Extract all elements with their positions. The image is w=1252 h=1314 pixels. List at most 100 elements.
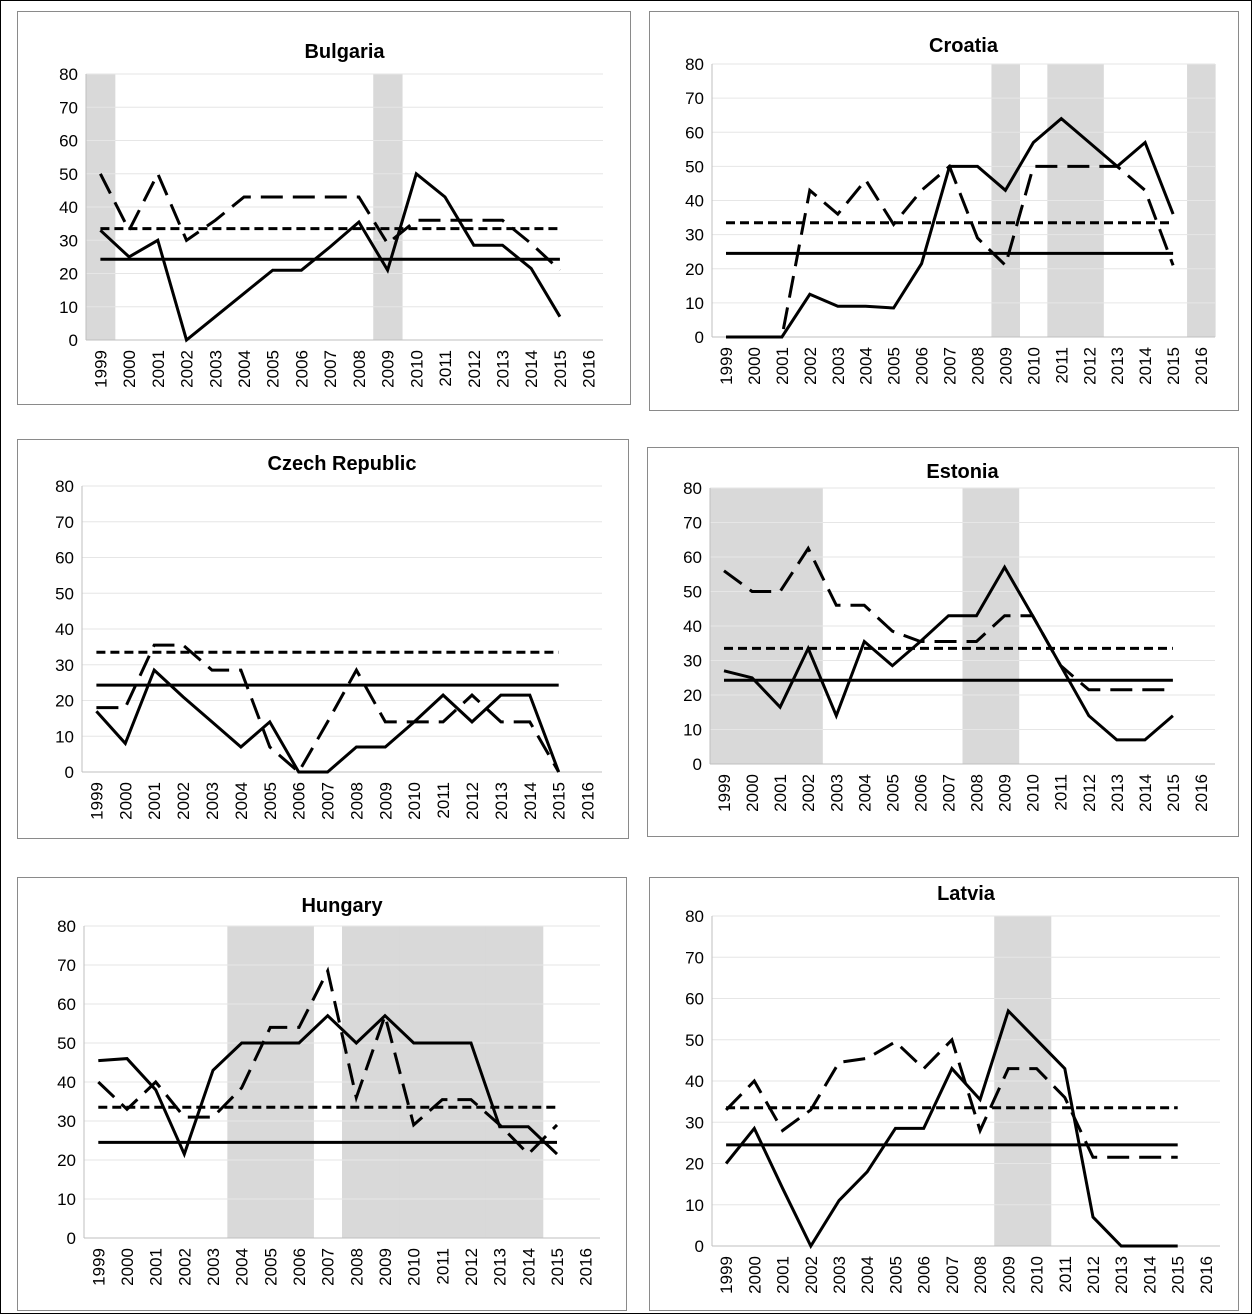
x-tick-label: 2012 — [462, 1248, 481, 1286]
x-tick-label: 2010 — [1028, 1256, 1047, 1294]
y-tick-label: 10 — [57, 1190, 76, 1209]
chart-title: Croatia — [929, 35, 999, 57]
chart-title: Estonia — [926, 461, 999, 483]
x-tick-label: 2009 — [996, 347, 1015, 385]
x-tick-label: 2011 — [434, 782, 453, 819]
y-tick-label: 20 — [683, 686, 702, 705]
y-tick-label: 10 — [59, 298, 78, 317]
x-tick-label: 2005 — [883, 774, 902, 812]
y-tick-label: 10 — [55, 727, 74, 746]
x-tick-label: 2016 — [580, 350, 599, 388]
chart-svg: 0 10 20 30 40 50 60 70 80 1999 2000 2001 2002 2003 200… — [685, 35, 1216, 385]
x-tick-label: 1999 — [717, 347, 736, 385]
x-tick-label: 2007 — [319, 782, 338, 820]
x-tick-label: 2008 — [968, 347, 987, 385]
x-tick-label: 2003 — [204, 1248, 223, 1286]
x-tick-label: 2000 — [743, 774, 762, 812]
x-tick-label: 2004 — [855, 774, 874, 812]
x-tick-label: 2002 — [801, 347, 820, 385]
y-tick-label: 20 — [59, 265, 78, 284]
x-tick-label: 2012 — [1080, 347, 1099, 385]
y-tick-label: 50 — [57, 1034, 76, 1053]
y-tick-label: 40 — [57, 1073, 76, 1092]
x-tick-label: 2015 — [548, 1248, 567, 1286]
x-tick-label: 2001 — [147, 1248, 166, 1286]
y-tick-label: 20 — [57, 1151, 76, 1170]
x-tick-label: 2002 — [174, 782, 193, 820]
x-tick-label: 2006 — [913, 347, 932, 385]
series-line-long-dash — [726, 163, 1175, 339]
y-tick-label: 80 — [683, 479, 702, 498]
x-tick-label: 2002 — [799, 774, 818, 812]
chart-title: Hungary — [301, 895, 383, 917]
x-tick-label: 2002 — [175, 1248, 194, 1286]
y-tick-label: 20 — [55, 692, 74, 711]
x-tick-label: 2013 — [493, 350, 512, 388]
series-line-long-dash — [99, 170, 561, 272]
x-tick-label: 2003 — [829, 347, 848, 385]
x-tick-label: 2004 — [857, 347, 876, 385]
y-tick-label: 60 — [55, 549, 74, 568]
x-tick-label: 2002 — [178, 350, 197, 388]
x-tick-label: 2003 — [203, 782, 222, 820]
y-tick-label: 0 — [69, 331, 78, 350]
x-tick-label: 2000 — [745, 347, 764, 385]
y-tick-label: 30 — [59, 231, 78, 250]
chart-title: Czech Republic — [268, 453, 417, 475]
y-tick-label: 80 — [57, 917, 76, 936]
y-tick-label: 80 — [59, 65, 78, 84]
x-tick-label: 2016 — [1192, 774, 1211, 812]
y-tick-label: 40 — [685, 192, 704, 211]
y-tick-label: 60 — [59, 132, 78, 151]
y-tick-label: 20 — [685, 1155, 704, 1174]
x-tick-label: 2005 — [261, 782, 280, 820]
y-tick-label: 60 — [685, 990, 704, 1009]
x-tick-label: 2004 — [858, 1256, 877, 1294]
series-line-long-dash — [96, 643, 560, 775]
x-tick-label: 2009 — [379, 350, 398, 388]
x-tick-label: 2014 — [519, 1248, 538, 1286]
x-tick-label: 2001 — [149, 350, 168, 388]
x-tick-label: 2001 — [145, 782, 164, 820]
chart-panel-bulgaria: 0 10 20 30 40 50 60 70 80 1999 2000 2001 2002 2003 200… — [17, 11, 631, 405]
x-tick-label: 1999 — [89, 1248, 108, 1286]
y-tick-label: 30 — [685, 1113, 704, 1132]
chart-panel-estonia: 0 10 20 30 40 50 60 70 80 1999 2000 2001 2002 2003 200… — [647, 447, 1239, 837]
y-tick-label: 0 — [695, 1237, 704, 1256]
series-line-solid — [95, 667, 561, 774]
y-tick-label: 10 — [685, 1196, 704, 1215]
x-tick-label: 2001 — [774, 1256, 793, 1294]
y-tick-label: 70 — [685, 948, 704, 967]
x-tick-label: 2016 — [1197, 1256, 1216, 1294]
y-tick-label: 0 — [65, 763, 74, 782]
y-tick-label: 0 — [695, 328, 704, 347]
x-tick-label: 2007 — [319, 1248, 338, 1286]
y-tick-label: 40 — [683, 617, 702, 636]
chart-svg: 0 10 20 30 40 50 60 70 80 1999 2000 2001 2002 2003 200… — [59, 41, 603, 388]
x-tick-label: 2014 — [1136, 774, 1155, 812]
x-tick-label: 2008 — [968, 774, 987, 812]
x-tick-label: 2011 — [1052, 347, 1071, 384]
series-line-solid — [726, 116, 1175, 339]
x-tick-label: 2015 — [551, 350, 570, 388]
x-tick-label: 2005 — [886, 1256, 905, 1294]
series-line-solid — [723, 564, 1174, 742]
y-tick-label: 80 — [55, 477, 74, 496]
x-tick-label: 2007 — [939, 774, 958, 812]
x-tick-label: 2010 — [405, 1248, 424, 1286]
x-tick-label: 2013 — [1108, 347, 1127, 385]
x-tick-label: 2000 — [116, 782, 135, 820]
x-tick-label: 2003 — [830, 1256, 849, 1294]
x-tick-label: 2008 — [350, 350, 369, 388]
x-tick-label: 1999 — [715, 774, 734, 812]
y-tick-label: 60 — [685, 123, 704, 142]
x-tick-label: 2009 — [376, 782, 395, 820]
x-tick-label: 2007 — [941, 347, 960, 385]
y-tick-label: 30 — [55, 656, 74, 675]
x-tick-label: 2003 — [827, 774, 846, 812]
y-tick-label: 80 — [685, 907, 704, 926]
x-tick-label: 2007 — [321, 350, 340, 388]
x-tick-label: 2009 — [376, 1248, 395, 1286]
x-tick-label: 2006 — [290, 1248, 309, 1286]
x-tick-label: 2013 — [1112, 1256, 1131, 1294]
